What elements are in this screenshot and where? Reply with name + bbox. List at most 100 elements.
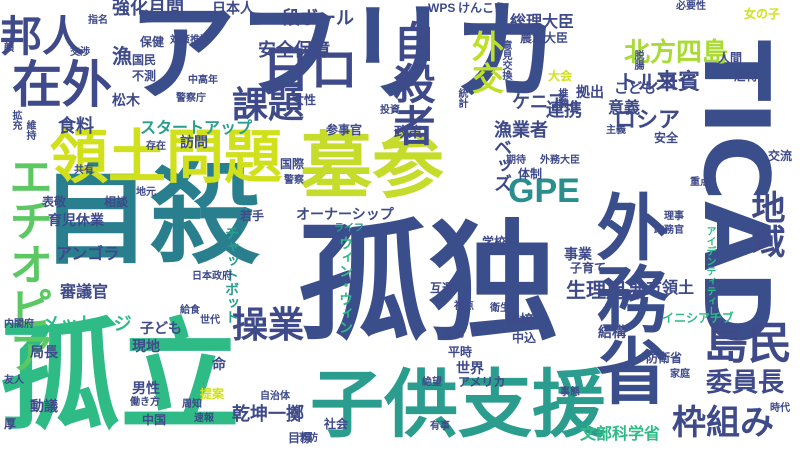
word-shokuryo: 食料	[58, 116, 94, 137]
word-nosui-daijin: 農水大臣	[520, 31, 569, 45]
word-koritsu: 孤立	[0, 308, 240, 447]
word-nakagome: 中込	[512, 331, 537, 345]
word-shimei: 指名	[88, 15, 108, 26]
word-kosodate: 子育て	[570, 261, 607, 275]
word-taisaku-suishin: 対策推進	[170, 35, 210, 46]
word-kodomo: 子ども	[140, 321, 182, 337]
word-identity: アイデンティティー	[704, 226, 715, 316]
word-hoppo-ryodo: 北方領土	[630, 278, 695, 297]
word-juten: 重点	[690, 177, 710, 188]
word-ningen: 人間	[718, 51, 743, 65]
word-dacho: 脱腸	[632, 50, 643, 70]
word-wakate: 若手	[240, 209, 265, 223]
word-ryo: 漁	[112, 44, 132, 68]
word-naikakufu: 内閣府	[4, 319, 34, 330]
word-onnanoko: 女の子	[744, 7, 781, 21]
word-taisei: 体制	[518, 167, 543, 181]
word-kodoku: 孤独	[298, 207, 559, 359]
word-kakuju: 拡充	[10, 110, 21, 130]
word-gakko: 学校	[482, 235, 507, 249]
word-ticad: TICAD	[683, 40, 788, 346]
word-sokuho: 速報	[194, 413, 214, 424]
word-bosan: 墓参	[300, 124, 445, 208]
word-homon: 訪問	[180, 135, 208, 151]
word-kokumin: 国民	[132, 53, 157, 67]
word-zaigai: 在外	[12, 56, 112, 114]
word-genchi: 現地	[132, 339, 160, 355]
word-kyoyu: 共有	[74, 165, 94, 176]
word-mokuhyo: 目標	[288, 431, 313, 445]
word-hatarakikata: 働き方	[130, 397, 160, 408]
word-josei: 女性	[292, 93, 317, 107]
word-anzen-hosho: 安全保障	[258, 40, 330, 61]
word-gyogyosha: 漁業者	[494, 120, 548, 141]
word-nichiro: 日ロ	[262, 42, 359, 98]
word-inochi: 命	[212, 357, 226, 373]
word-win-win: ウィン・ウィン	[337, 236, 353, 334]
word-igi: 意義	[608, 98, 641, 117]
word-gaimusho: 外務省	[584, 190, 668, 406]
word-jichitai: 自治体	[260, 391, 290, 402]
word-shingikan: 審議官	[60, 282, 109, 301]
word-taikai: 大会	[548, 69, 573, 83]
word-sonzai: 存在	[146, 141, 166, 152]
word-jitai: 事態	[560, 387, 580, 398]
word-jigyo: 事業	[564, 247, 592, 263]
word-suisen: 推薦	[556, 88, 567, 108]
word-bunka: 文化	[444, 329, 464, 340]
word-monbukagakusho: 文部科学省	[580, 424, 661, 443]
word-keisatsucho: 警察庁	[176, 93, 206, 104]
word-jisatsusha: 自殺者	[387, 20, 436, 146]
word-sanjikan: 参事官	[326, 123, 363, 137]
word-shiten: 視点	[454, 301, 474, 312]
word-zetsubo: 絶望	[422, 377, 442, 388]
word-jimoto: 地元	[136, 187, 156, 198]
word-kitai: 期待	[506, 155, 526, 166]
word-iji: 維持	[24, 120, 35, 140]
word-rinsetsu: 隣接	[506, 313, 534, 329]
word-kenko: けんこう	[458, 1, 507, 15]
word-chiiki: 地域	[745, 190, 785, 258]
word-angola: アンゴラ	[56, 244, 120, 263]
word-ethiopia: エチオピア	[1, 154, 52, 374]
word-message: メッセージ	[42, 314, 132, 335]
word-gpe: GPE	[508, 172, 580, 210]
word-wps: WPS	[428, 1, 456, 15]
word-jidai: 時代	[770, 403, 790, 414]
word-wakugumi: 枠組み	[672, 403, 774, 443]
word-matsuki: 松木	[112, 93, 140, 109]
word-iken-kokan: 意見交換	[500, 40, 511, 80]
word-koryu: 交流	[768, 149, 793, 163]
word-kadai: 課題	[232, 85, 305, 126]
word-riji: 理事	[664, 211, 684, 222]
word-nihon-seifu: 日本政府	[192, 271, 232, 282]
word-tokei: 統計	[456, 88, 467, 108]
word-kenya: ケニア	[512, 92, 566, 113]
word-chukonen: 中高年	[188, 75, 218, 86]
word-life: ライフ	[334, 223, 364, 234]
word-kosho: 交渉	[70, 47, 90, 58]
word-kao: 顔	[4, 43, 14, 54]
word-heiji: 平時	[448, 345, 473, 359]
word-katei: 家庭	[670, 369, 690, 380]
word-startup: スタートアップ	[140, 118, 253, 137]
word-america: アメリカ	[458, 375, 506, 389]
word-africa: アフリカ	[128, 0, 561, 116]
word-kyokucho: 局長	[30, 345, 58, 361]
word-sedai: 世代	[200, 315, 220, 326]
word-tomin: 島民	[704, 318, 792, 369]
word-sori-daijin: 総理大臣	[510, 12, 575, 31]
word-yobo: 予防	[298, 433, 318, 444]
word-shakai: 社会	[324, 417, 349, 431]
word-hojin: 邦人	[0, 12, 85, 61]
word-gaiko: 外交	[467, 30, 505, 94]
word-sekai: 世界	[456, 361, 484, 377]
word-ryodo-mondai: 領土問題	[50, 123, 283, 191]
word-danboru: 段ボール	[282, 8, 354, 29]
word-fusoku: 不測	[132, 69, 157, 83]
word-shuchi: 周知	[182, 399, 202, 410]
word-turkey: トルコ	[618, 70, 678, 94]
word-iincho: 委員長	[706, 368, 785, 398]
word-ikuji-kyugyo: 育児休業	[48, 213, 104, 229]
word-nihonjin: 日本人	[212, 1, 254, 17]
